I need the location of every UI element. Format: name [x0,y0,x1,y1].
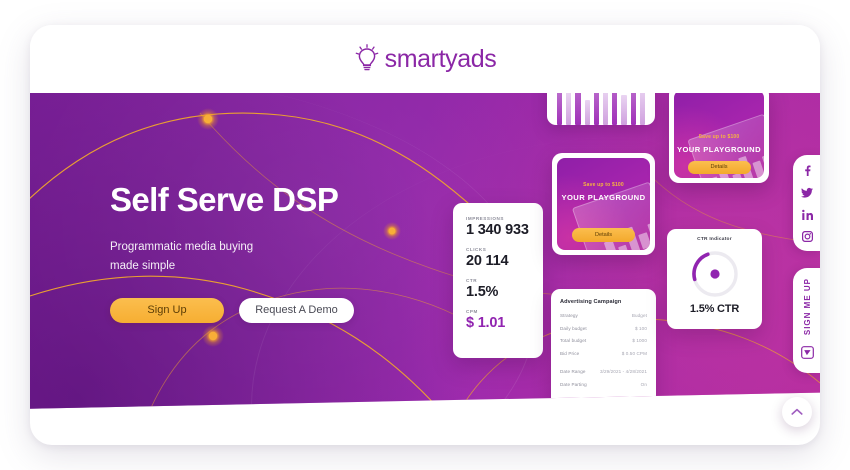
dashboard-mock-cluster: IMPRESSIONS 1 340 933 CLICKS 20 114 CTR 1.5% C… [30,93,820,409]
chart-bar [584,100,590,125]
hero-cta-group: Sign Up Request A Demo [110,297,440,323]
kpi-value: 20 114 [466,253,509,269]
chart-bar [557,93,563,125]
kpi-label: IMPRESSIONS [466,216,504,221]
chart-bar [575,93,581,125]
campaign-row: Bid Price $ 0.50 CPM [560,351,647,356]
campaign-row-key: Bid Price [560,350,580,356]
chart-bar [566,93,572,125]
promo-card[interactable]: Save up to $100 YOUR PLAYGROUND Details [669,93,769,183]
promo-save-text: Save up to $100 [698,134,740,140]
campaign-row-value: $ 0.50 CPM [621,350,647,356]
kpi-value: $ 1.01 [466,315,506,331]
page-title: Self Serve DSP [110,181,339,218]
social-links-rail [793,155,820,251]
kpi-metrics-card: IMPRESSIONS 1 340 933 CLICKS 20 114 CTR 1.5% C… [453,203,543,358]
chart-bar [621,95,627,125]
kpi-value: 1 340 933 [466,222,529,238]
scroll-to-top-button[interactable] [782,397,812,427]
campaign-row: Strategy Budget [560,313,647,318]
chart-bar [593,93,600,125]
campaign-rows: Strategy Budget Daily budget $ 100 Total bud… [560,313,647,356]
kpi-label: CPM [466,309,478,314]
campaign-row-value: On [640,381,647,387]
ctr-card-heading: CTR Indicator [697,237,732,242]
promo-title: YOUR PLAYGROUND [676,144,762,154]
lightbulb-icon [354,44,380,74]
bar-chart-card [547,93,655,125]
site-header: smartyads [30,25,820,93]
hero-copy: Self Serve DSP Programmatic media buying… [110,181,440,323]
chart-bar [603,93,609,125]
campaign-row-value: Budget [631,313,647,318]
site-logo[interactable]: smartyads [354,44,497,74]
campaign-row-value: 3/29/2021 - 4/28/2021 [599,369,647,374]
promo-card-inner: Save up to $100 YOUR PLAYGROUND Details [674,93,764,178]
campaign-card-title: Advertising Campaign [560,299,622,305]
facebook-icon[interactable] [801,164,814,177]
promo-details-button[interactable]: Details [687,160,751,174]
campaign-row: Date Parting On [560,382,647,387]
campaign-rows-secondary: Date Range 3/29/2021 - 4/28/2021 Date Part… [560,369,647,387]
campaign-row-key: Strategy [560,313,578,318]
chart-bar [612,93,618,125]
chart-bar [639,93,646,125]
kpi-label: CTR [466,278,478,283]
logo-wordmark: smartyads [384,44,497,73]
ctr-indicator-card: CTR Indicator 1.5% CTR [667,229,762,329]
gauge-center-dot [709,269,720,279]
campaign-row-key: Daily budget [560,325,587,331]
page-card: smartyads [30,25,820,445]
instagram-icon[interactable] [801,230,814,243]
request-demo-button[interactable]: Request A Demo [239,297,354,323]
campaign-row: Daily budget $ 100 [560,326,647,331]
campaign-row: Total budget $ 1000 [560,338,647,343]
hero-section: Self Serve DSP Programmatic media buying… [30,93,820,409]
ctr-gauge [688,247,742,301]
sign-me-up-label: SIGN ME UP [802,278,812,336]
send-envelope-icon[interactable] [800,346,814,364]
linkedin-icon[interactable] [801,208,814,221]
advertising-campaign-card: Advertising Campaign Strategy Budget Daily… [551,289,656,409]
campaign-row-value: $ 1000 [632,338,647,343]
chart-bar [630,93,636,125]
sign-up-button[interactable]: Sign Up [110,297,224,323]
promo-details-button[interactable]: Details [571,227,636,242]
promo-title: YOUR PLAYGROUND [561,192,646,202]
campaign-row: Date Range 3/29/2021 - 4/28/2021 [560,369,647,374]
campaign-row-key: Date Parting [560,381,587,387]
campaign-row-key: Total budget [560,338,587,343]
hero-subtitle-line-2: made simple [110,259,176,272]
kpi-label: CLICKS [466,247,487,252]
campaign-row-key: Date Range [560,369,586,374]
promo-save-text: Save up to $100 [583,181,624,188]
promo-card-inner: Save up to $100 YOUR PLAYGROUND Details [557,158,650,250]
kpi-value: 1.5% [466,284,499,300]
campaign-row-value: $ 100 [635,325,647,331]
chevron-up-icon [791,403,803,421]
promo-card[interactable]: Save up to $100 YOUR PLAYGROUND Details [552,153,655,255]
sign-me-up-rail[interactable]: SIGN ME UP [793,268,820,373]
hero-subtitle-line-1: Programmatic media buying [110,240,254,253]
twitter-icon[interactable] [801,186,814,199]
hero-subtitle: Programmatic media buying made simple [110,238,440,276]
ctr-value: 1.5% CTR [689,303,740,315]
